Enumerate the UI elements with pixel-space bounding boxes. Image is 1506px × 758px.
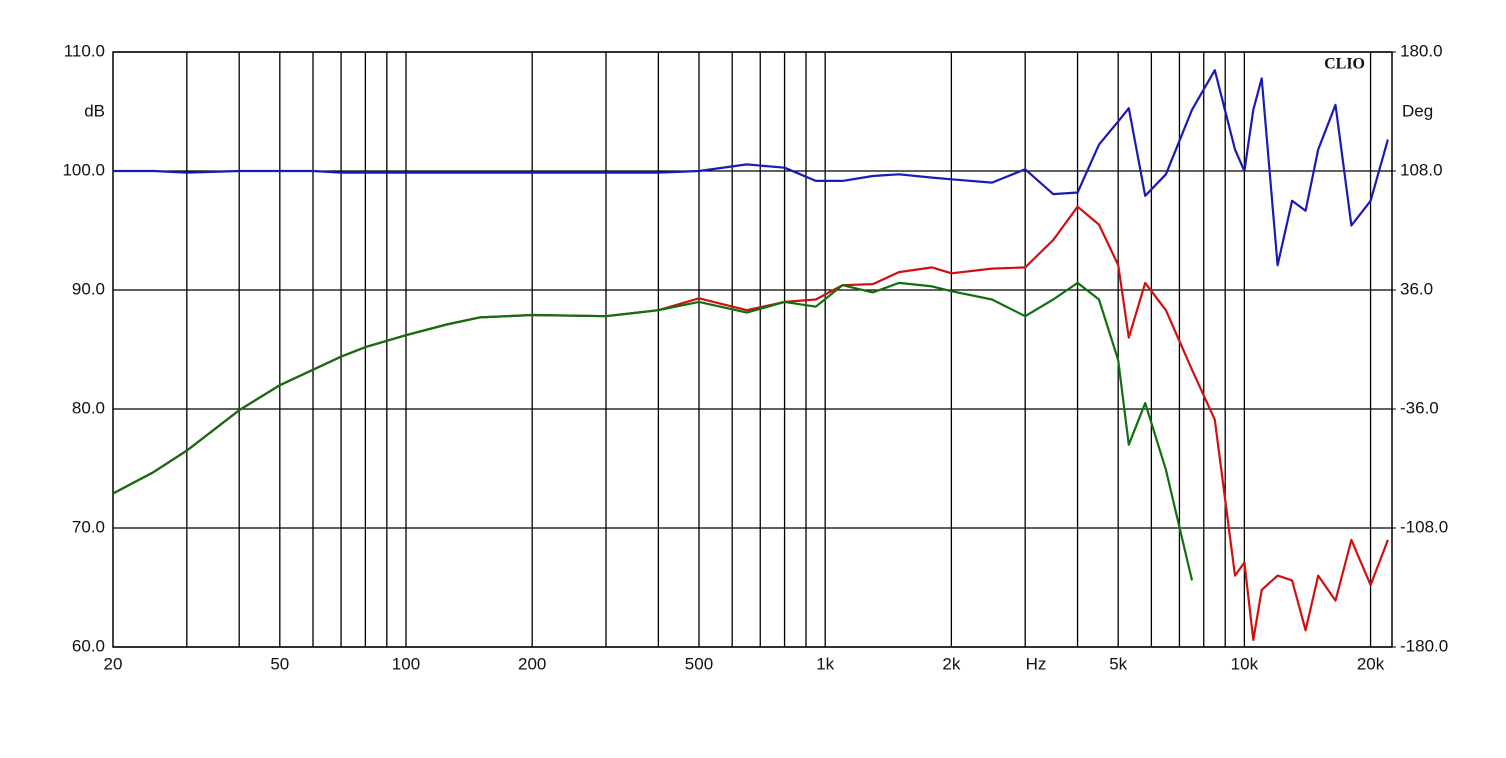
series-line	[113, 281, 1194, 581]
y-axis-label: dB	[84, 101, 105, 120]
x-tick-label: 200	[518, 654, 546, 673]
x-tick-label: 20	[104, 654, 123, 673]
y-tick-label: 70.0	[72, 517, 105, 536]
y2-tick-label: 36.0	[1400, 279, 1433, 298]
y-tick-label: 60.0	[72, 636, 105, 655]
x-tick-label: 5k	[1109, 654, 1127, 673]
y-tick-label: 100.0	[62, 160, 105, 179]
x-axis-label: Hz	[1026, 654, 1047, 673]
y2-axis-label: Deg	[1402, 101, 1433, 120]
series-line	[113, 69, 1389, 267]
y2-tick-label: -108.0	[1400, 517, 1448, 536]
x-tick-label: 20k	[1357, 654, 1385, 673]
y-tick-label: 90.0	[72, 279, 105, 298]
y-tick-label: 110.0	[64, 41, 105, 60]
y2-tick-label: -36.0	[1400, 398, 1439, 417]
x-tick-label: 2k	[942, 654, 960, 673]
plot-clip	[113, 69, 1389, 641]
x-tick-label: 10k	[1231, 654, 1259, 673]
y2-tick-label: 180.0	[1400, 41, 1443, 60]
y2-tick-label: -180.0	[1400, 636, 1448, 655]
plot-area	[113, 52, 1392, 647]
x-tick-label: 100	[392, 654, 420, 673]
brand: CLIO	[1324, 56, 1365, 73]
x-tick-label: 50	[270, 654, 289, 673]
plot-border	[112, 51, 1393, 648]
y2-tick-label: 108.0	[1400, 160, 1443, 179]
x-tick-label: 1k	[816, 654, 834, 673]
x-tick-label: 500	[685, 654, 713, 673]
y-tick-label: 80.0	[72, 398, 105, 417]
